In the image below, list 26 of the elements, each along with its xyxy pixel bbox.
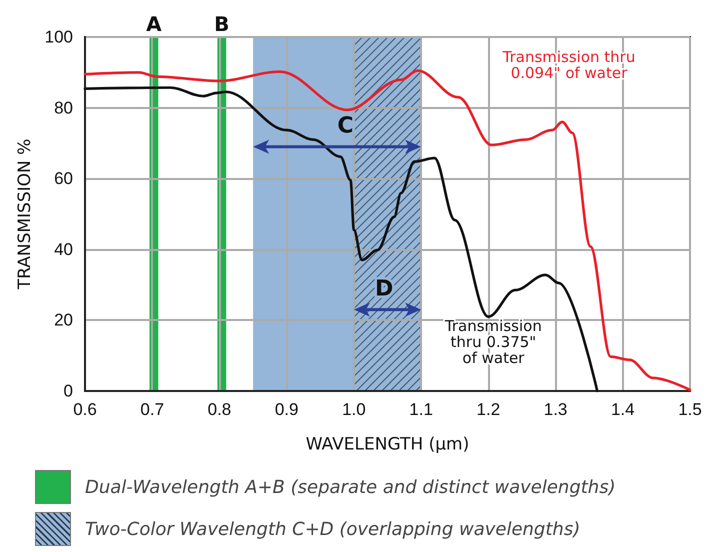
x-tick-label: 1.2 (476, 400, 500, 419)
x-tick-label: 1.5 (678, 400, 702, 419)
band-label: C (337, 114, 354, 139)
x-tick-label: 1.3 (544, 400, 568, 419)
y-tick-label: 40 (54, 240, 73, 259)
band-label: B (214, 12, 230, 36)
x-tick-label: 0.9 (274, 400, 298, 419)
x-axis-title: WAVELENGTH (μm) (306, 434, 470, 454)
y-tick-label: 0 (64, 382, 73, 400)
line-series (84, 86, 599, 392)
y-tick-label: 60 (54, 169, 73, 188)
x-tick-label: 1.4 (610, 400, 635, 419)
x-tick-label: 0.8 (208, 400, 232, 419)
x-tick-label: 0.7 (140, 400, 164, 419)
text: Dual-Wavelength A+B (separate and distinct wavelengths) (85, 476, 616, 498)
y-tick-label: 20 (54, 310, 73, 330)
x-tick-label: 1.1 (409, 400, 433, 419)
y-tick-label: 100 (44, 28, 73, 46)
y-axis-title: TRANSMISSION % (15, 138, 36, 290)
text: Two-Color Wavelength C+D (overlapping wavelengths) (85, 518, 580, 540)
band-label: A (146, 12, 162, 36)
x-tick-label: 0.6 (73, 400, 97, 419)
y-tick-label: 80 (54, 98, 73, 118)
x-tick-label: 1.0 (342, 400, 366, 419)
series-label: Transmission thru 0.375" of water (444, 316, 542, 367)
text: Transmission thru 0.094" of water (502, 48, 636, 82)
